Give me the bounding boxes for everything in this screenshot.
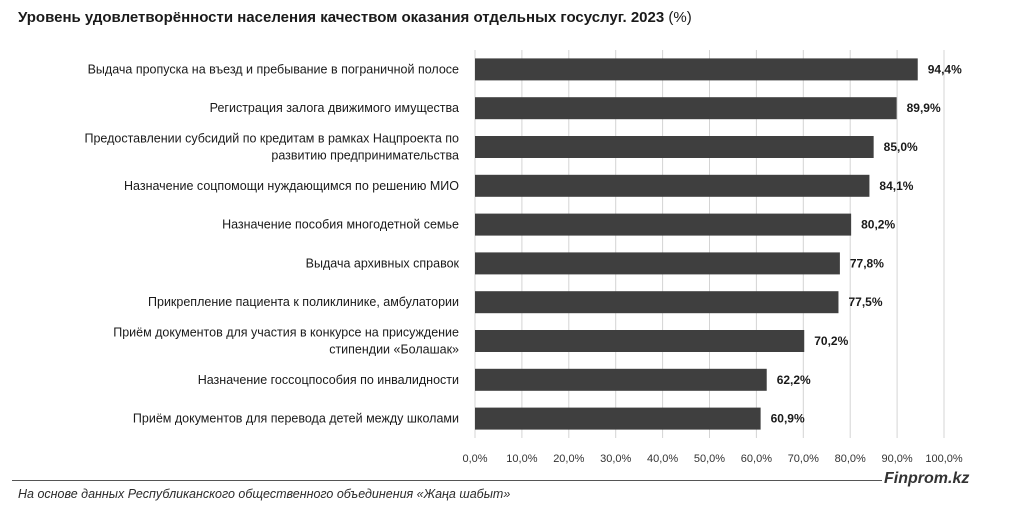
data-label: 62,2% <box>777 373 811 387</box>
category-label-line: развитию предпринимательства <box>271 149 459 163</box>
bar <box>475 330 805 352</box>
bar <box>475 136 874 158</box>
x-tick-label: 60,0% <box>741 453 772 465</box>
category-label: Прикрепление пациента к поликлинике, амб… <box>148 295 459 309</box>
category-label-line: Назначение госсоцпособия по инвалидности <box>198 373 459 387</box>
chart-title-unit: (%) <box>668 9 692 26</box>
x-tick-label: 80,0% <box>835 453 866 465</box>
category-label-line: стипендии «Болашак» <box>329 343 459 357</box>
category-label: Регистрация залога движимого имущества <box>210 101 459 115</box>
x-tick-label: 10,0% <box>506 453 537 465</box>
data-label: 94,4% <box>928 62 962 76</box>
x-axis-ticks: 0,0% 10,0% 20,0% 30,0% 40,0% 50,0% 60,0% 70,0% 8… <box>462 453 962 465</box>
category-label: Назначение госсоцпособия по инвалидности <box>198 373 459 387</box>
bar <box>475 58 918 81</box>
category-label-line: Выдача архивных справок <box>306 256 460 270</box>
category-label-line: Выдача пропуска на въезд и пребывание в … <box>88 62 459 76</box>
x-tick-label: 0,0% <box>462 453 487 465</box>
category-label: Выдача архивных справок <box>306 256 460 270</box>
data-label: 77,5% <box>848 295 882 309</box>
value-labels: 94,4% 89,9% 85,0% 84,1% 80,2% 77,8% 77,5% 70,2%… <box>771 62 962 425</box>
chart-title: Уровень удовлетворённости населения каче… <box>18 9 692 26</box>
category-label-line: Прикрепление пациента к поликлинике, амб… <box>148 295 459 309</box>
category-labels: Выдача пропуска на въезд и пребывание в … <box>84 62 459 425</box>
data-label: 70,2% <box>814 334 848 348</box>
data-label: 80,2% <box>861 218 895 232</box>
data-label: 77,8% <box>850 256 884 270</box>
x-tick-label: 40,0% <box>647 453 678 465</box>
bar <box>475 97 897 120</box>
category-label: Предоставлении субсидий по кредитам в ра… <box>84 132 459 163</box>
data-label: 84,1% <box>879 179 913 193</box>
bars-group <box>475 58 918 430</box>
bar <box>475 252 840 275</box>
category-label-line: Назначение пособия многодетной семье <box>222 218 459 232</box>
category-label: Приём документов для перевода детей межд… <box>133 412 459 426</box>
bar <box>475 291 839 314</box>
chart-title-text: Уровень удовлетворённости населения каче… <box>18 9 665 26</box>
category-label-line: Назначение соцпомощи нуждающимся по реше… <box>124 179 459 193</box>
x-tick-label: 20,0% <box>553 453 584 465</box>
category-label: Выдача пропуска на въезд и пребывание в … <box>88 62 459 76</box>
category-label: Назначение пособия многодетной семье <box>222 218 459 232</box>
category-label-line: Приём документов для перевода детей межд… <box>133 412 459 426</box>
footer-divider <box>12 480 882 481</box>
x-tick-label: 70,0% <box>788 453 819 465</box>
category-label: Приём документов для участия в конкурсе … <box>113 326 459 357</box>
category-label-line: Предоставлении субсидий по кредитам в ра… <box>84 132 459 146</box>
data-label: 60,9% <box>771 412 805 426</box>
brand-logo: Finprom.kz <box>884 470 970 487</box>
x-tick-label: 30,0% <box>600 453 631 465</box>
data-label: 89,9% <box>907 101 941 115</box>
source-note: На основе данных Республиканского общест… <box>18 487 511 501</box>
x-tick-label: 100,0% <box>925 453 963 465</box>
category-label: Назначение соцпомощи нуждающимся по реше… <box>124 179 459 193</box>
bar <box>475 407 761 430</box>
category-label-line: Регистрация залога движимого имущества <box>210 101 459 115</box>
bar <box>475 368 767 391</box>
x-tick-label: 90,0% <box>881 453 912 465</box>
data-label: 85,0% <box>884 140 918 154</box>
x-tick-label: 50,0% <box>694 453 725 465</box>
bar <box>475 213 852 236</box>
category-label-line: Приём документов для участия в конкурсе … <box>113 326 459 340</box>
bar <box>475 174 870 197</box>
